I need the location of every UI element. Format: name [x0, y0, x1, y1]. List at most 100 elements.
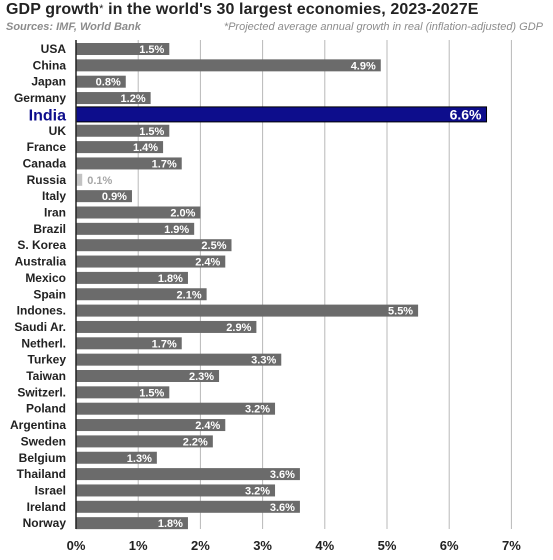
category-label: UK — [49, 124, 67, 138]
x-tick-label: 2% — [191, 538, 210, 553]
category-label: Ireland — [27, 500, 66, 514]
category-label: Argentina — [10, 418, 66, 432]
data-label: 3.3% — [251, 355, 276, 367]
data-label: 2.1% — [177, 289, 202, 301]
data-label: 0.1% — [87, 175, 112, 187]
data-label: 6.6% — [450, 106, 482, 122]
bar — [76, 320, 257, 333]
bar — [76, 92, 151, 105]
bar — [76, 337, 182, 350]
category-label: Norway — [23, 516, 67, 530]
category-label: Mexico — [25, 271, 66, 285]
data-label: 2.9% — [226, 322, 251, 334]
data-label: 3.2% — [245, 485, 270, 497]
bar — [76, 239, 232, 252]
bar — [76, 75, 126, 88]
bar — [76, 419, 226, 432]
category-label: Thailand — [17, 467, 66, 481]
category-label: Indones. — [17, 304, 66, 318]
x-tick-label: 1% — [129, 538, 148, 553]
data-label: 3.6% — [270, 502, 295, 514]
category-label: Poland — [26, 402, 66, 416]
data-label: 1.8% — [158, 273, 183, 285]
data-label: 4.9% — [351, 60, 376, 72]
x-tick-label: 5% — [378, 538, 397, 553]
data-label: 3.2% — [245, 404, 270, 416]
category-label: Canada — [23, 156, 67, 170]
category-label: Italy — [42, 189, 66, 203]
projection-footnote: *Projected average annual growth in real… — [223, 21, 543, 33]
bar — [76, 190, 132, 203]
bar — [76, 222, 195, 235]
x-tick-label: 0% — [67, 538, 86, 553]
category-label: Israel — [35, 483, 66, 497]
category-label: Japan — [31, 75, 66, 89]
bar — [76, 124, 170, 137]
data-label: 2.4% — [195, 420, 220, 432]
category-label: Germany — [14, 91, 66, 105]
bar — [76, 370, 220, 382]
data-label: 1.5% — [139, 387, 164, 399]
title-asterisk: * — [99, 3, 104, 15]
category-label: France — [27, 140, 67, 154]
data-label: 0.8% — [96, 77, 121, 89]
x-tick-label: 3% — [253, 538, 272, 553]
bar — [76, 386, 170, 399]
bar — [76, 43, 170, 55]
data-label: 1.9% — [164, 224, 189, 236]
category-label: China — [33, 58, 67, 72]
category-label: Spain — [33, 287, 66, 301]
data-label: 1.4% — [133, 142, 158, 154]
category-label: Australia — [15, 255, 67, 269]
data-label: 1.5% — [139, 44, 164, 56]
category-label: Belgium — [19, 451, 66, 465]
bar — [76, 206, 201, 219]
category-label: USA — [41, 42, 67, 56]
bar — [76, 353, 282, 366]
bar — [76, 157, 182, 170]
bar — [76, 304, 419, 317]
data-label: 1.7% — [152, 158, 177, 170]
data-label: 2.5% — [201, 240, 226, 252]
data-label: 5.5% — [388, 306, 413, 318]
bar — [75, 106, 488, 123]
title-main: GDP growth — [6, 1, 100, 18]
category-label: Brazil — [33, 222, 66, 236]
bar — [76, 517, 188, 530]
bar — [76, 59, 381, 72]
category-label: Switzerl. — [17, 385, 66, 399]
chart-title: GDP growth* in the world's 30 largest ec… — [6, 1, 479, 19]
category-label: Sweden — [21, 434, 66, 448]
x-tick-label: 4% — [315, 538, 334, 553]
bar — [76, 141, 164, 154]
x-tick-label: 7% — [502, 538, 521, 553]
data-label: 0.9% — [102, 191, 127, 203]
data-label: 1.3% — [127, 453, 152, 465]
bar — [76, 402, 276, 415]
bar — [76, 271, 188, 284]
category-label: S. Korea — [17, 238, 66, 252]
bar — [76, 451, 157, 464]
data-label: 2.2% — [183, 436, 208, 448]
category-label: Taiwan — [26, 369, 66, 383]
data-label: 2.4% — [195, 257, 220, 269]
bar — [76, 255, 226, 268]
category-label: Turkey — [28, 353, 67, 367]
bar — [76, 484, 276, 497]
x-tick-label: 6% — [440, 538, 459, 553]
sources-note: Sources: IMF, World Bank — [6, 21, 141, 33]
data-label: 1.8% — [158, 518, 183, 530]
bar — [76, 288, 207, 301]
bar — [76, 435, 213, 448]
data-label: 3.6% — [270, 469, 295, 481]
data-label: 2.3% — [189, 371, 214, 383]
category-label: India — [29, 107, 66, 124]
category-label: Russia — [27, 173, 67, 187]
data-label: 2.0% — [170, 208, 195, 220]
title-rest: in the world's 30 largest economies, 202… — [103, 1, 479, 18]
category-label: Iran — [44, 206, 66, 220]
data-label: 1.5% — [139, 126, 164, 138]
data-label: 1.2% — [121, 93, 146, 105]
bar — [76, 173, 83, 186]
